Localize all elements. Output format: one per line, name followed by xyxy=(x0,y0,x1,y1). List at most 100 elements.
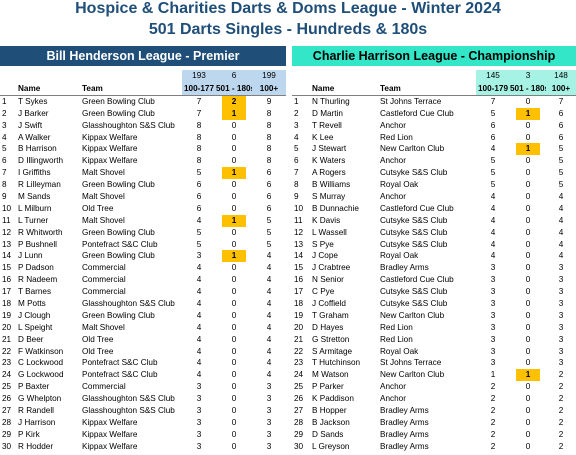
cell: 0 xyxy=(231,334,237,344)
cell: Cutsyke S&S Club xyxy=(380,287,448,297)
cell: 5 xyxy=(196,227,202,237)
table-row: 13 S Pye Cutsyke S&S Club 4 0 4 xyxy=(292,239,576,251)
cell: C Lockwood xyxy=(18,358,64,368)
rank: 22 xyxy=(294,346,304,356)
table-row: 14 J Lunn Green Bowling Club 3 1 4 xyxy=(0,250,286,263)
table-row: 25 P Parker Anchor 2 0 2 xyxy=(292,381,576,393)
cell: 8 xyxy=(266,108,272,118)
cell: 1 xyxy=(216,250,252,263)
cell: 6 xyxy=(558,108,564,118)
cell: Royal Oak xyxy=(380,251,419,261)
rank: 21 xyxy=(294,334,304,344)
table-row: 8 R Lilleyman Green Bowling Club 6 0 6 xyxy=(0,179,286,191)
cell: 4 xyxy=(196,215,202,225)
highlight-value: 1 xyxy=(516,369,540,382)
cell: 0 xyxy=(231,346,237,356)
cell: N Senior xyxy=(312,275,344,285)
cell: Commercial xyxy=(82,382,126,392)
cell: J Swift xyxy=(18,120,43,130)
rank: 2 xyxy=(2,108,7,118)
cell: Malt Shovel xyxy=(82,215,125,225)
cell: 0 xyxy=(525,192,531,202)
cell: 7 xyxy=(558,96,564,106)
cell: 3 xyxy=(490,322,496,332)
table-row: 24 G Lockwood Pontefract S&C Club 4 0 4 xyxy=(0,369,286,381)
rank: 12 xyxy=(294,227,304,237)
table-row: 11 L Turner Malt Shovel 4 1 5 xyxy=(0,214,286,227)
cell: D Sands xyxy=(312,429,344,439)
cell: B Hopper xyxy=(312,406,347,416)
table-row: 2 D Martin Castleford Cue Club 5 1 6 xyxy=(292,107,576,120)
cell: 5 xyxy=(558,168,564,178)
cell: New Carlton Club xyxy=(380,310,445,320)
table-row: 7 I Griffiths Malt Shovel 5 1 6 xyxy=(0,167,286,180)
table-row: 3 J Swift Glasshoughton S&S Club 8 0 8 xyxy=(0,120,286,132)
cell: 0 xyxy=(231,441,237,451)
rank: 17 xyxy=(294,287,304,297)
cell: J Crabtree xyxy=(312,263,351,273)
cell: 2 xyxy=(490,394,496,404)
table-row: 21 G Stretton Red Lion 3 0 3 xyxy=(292,334,576,346)
cell: 1 xyxy=(510,369,546,382)
cell: Pontefract S&C Club xyxy=(82,370,158,380)
rank: 18 xyxy=(2,299,12,309)
cell: 0 xyxy=(231,239,237,249)
rank: 28 xyxy=(2,417,12,427)
cell: 2 xyxy=(558,429,564,439)
cell: 4 xyxy=(558,239,564,249)
table-row: 10 B Dunnachie Castleford Cue Club 4 0 4 xyxy=(292,203,576,215)
cell: Kippax Welfare xyxy=(82,441,138,451)
cell: 4 xyxy=(266,346,272,356)
cell: 3 xyxy=(266,406,272,416)
rank: 25 xyxy=(294,382,304,392)
cell: 3 xyxy=(558,358,564,368)
rank: 13 xyxy=(294,239,304,249)
cell: 3 xyxy=(558,275,564,285)
rank: 24 xyxy=(2,370,12,380)
rank: 30 xyxy=(294,441,304,451)
cell: Green Bowling Club xyxy=(82,310,155,320)
cell: Kippax Welfare xyxy=(82,417,138,427)
cell: 8 xyxy=(196,132,202,142)
cell: M Watson xyxy=(312,370,349,380)
cell: Malt Shovel xyxy=(82,168,125,178)
rank: 5 xyxy=(2,144,7,154)
cell: Castleford Cue Club xyxy=(380,275,454,285)
cell: 3 xyxy=(266,394,272,404)
table-row: 25 P Baxter Commercial 3 0 3 xyxy=(0,381,286,393)
highlight-value: 1 xyxy=(222,250,246,263)
cell: 2 xyxy=(558,406,564,416)
cell: Old Tree xyxy=(82,334,114,344)
table-row: 11 K Davis Cutsyke S&S Club 4 0 4 xyxy=(292,215,576,227)
cell: 2 xyxy=(558,394,564,404)
rank: 6 xyxy=(2,156,7,166)
cell: 3 xyxy=(558,299,564,309)
cell: 4 xyxy=(266,299,272,309)
cell: 4 xyxy=(490,227,496,237)
cell: I Griffiths xyxy=(18,168,51,178)
cell: 5 xyxy=(490,108,496,118)
cell: P Dadson xyxy=(18,263,54,273)
cell: 0 xyxy=(231,120,237,130)
cell: L Speight xyxy=(18,322,53,332)
rank: 5 xyxy=(294,144,299,154)
cell: 4 xyxy=(558,227,564,237)
cell: 3 xyxy=(558,263,564,273)
rank: 7 xyxy=(294,168,299,178)
cell: P Baxter xyxy=(18,382,50,392)
rank: 21 xyxy=(2,334,12,344)
cell: 3 xyxy=(196,417,202,427)
cell: T Graham xyxy=(312,310,349,320)
cell: Green Bowling Club xyxy=(82,180,155,190)
cell: 2 xyxy=(490,429,496,439)
cell: 0 xyxy=(231,156,237,166)
table-row: 6 D Illingworth Kippax Welfare 8 0 8 xyxy=(0,155,286,167)
spacer xyxy=(0,82,16,95)
cell: 0 xyxy=(525,310,531,320)
column-header: Team xyxy=(380,83,401,93)
cell: 1 xyxy=(510,143,546,156)
cell: 6 xyxy=(196,180,202,190)
column-header: Name xyxy=(312,83,335,93)
header-row: Name Team 100-179 501 - 180s 100+ xyxy=(292,81,576,96)
cell: 0 xyxy=(525,227,531,237)
